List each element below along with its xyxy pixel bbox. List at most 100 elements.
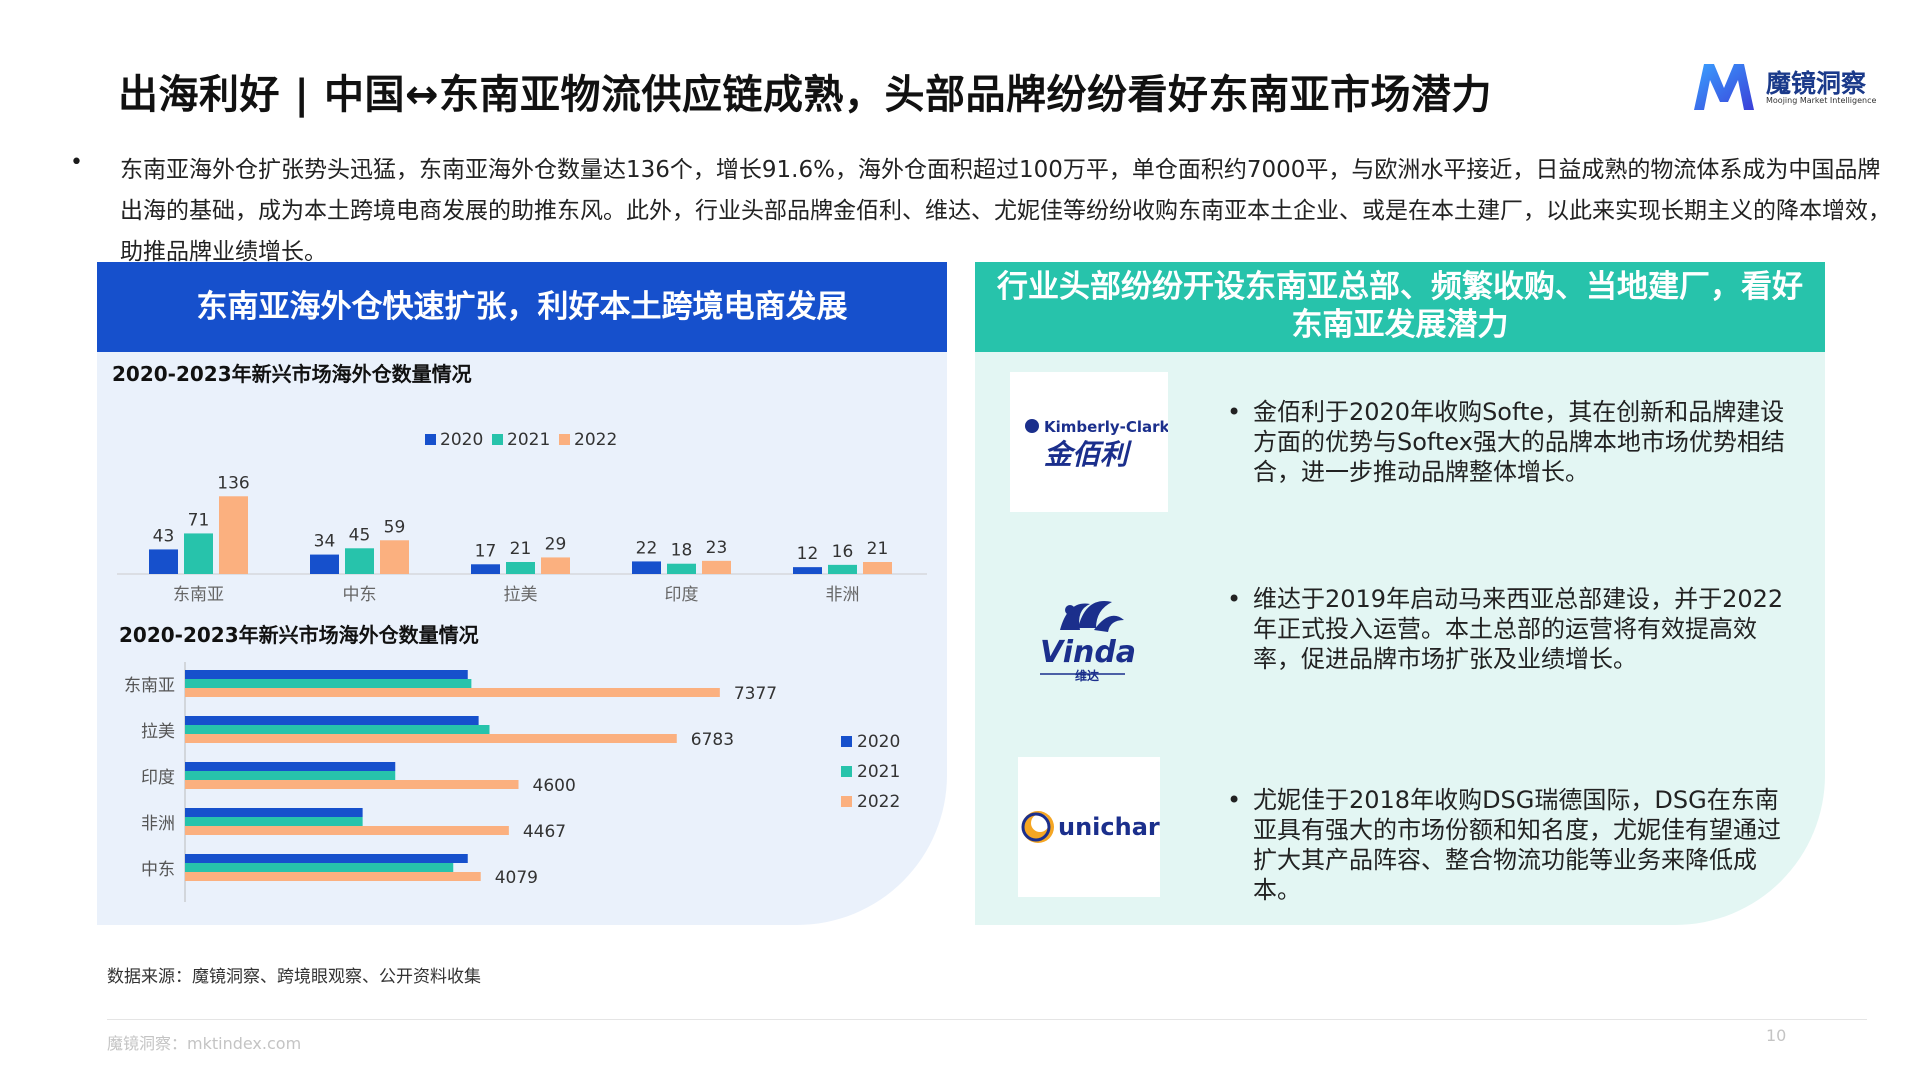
left-panel: 东南亚海外仓快速扩张，利好本土跨境电商发展 2020-2023年新兴市场海外仓数… (97, 262, 947, 925)
data-label-印度-2020: 22 (636, 538, 658, 558)
bullet: • (70, 150, 83, 175)
hbar-中东-2022 (185, 872, 481, 881)
data-label-拉美-2021: 21 (510, 539, 532, 559)
vertical-chart-title: 2020-2023年新兴市场海外仓数量情况 (112, 362, 472, 386)
brand-item-kimberly: • 金佰利于2020年收购Softe，其在创新和品牌建设方面的优势与Softex强… (1227, 398, 1785, 486)
data-label-拉美-2022: 29 (545, 534, 567, 554)
y-tick-label-中东: 中东 (141, 860, 175, 880)
data-label-印度-2022: 23 (706, 538, 728, 558)
brand-item-unicharm: • 尤妮佳于2018年收购DSG瑞德国际，DSG在东南亚具有强大的市场份额和知名度… (1227, 786, 1781, 904)
vinda-wave-icon (1060, 601, 1124, 632)
bar-拉美-2020 (471, 564, 500, 574)
data-label-非洲-2022: 21 (867, 539, 889, 559)
hbar-拉美-2020 (185, 716, 479, 725)
page-number: 10 (1766, 1026, 1787, 1045)
y-tick-label-非洲: 非洲 (141, 814, 175, 834)
bar-非洲-2022 (863, 562, 892, 574)
hdata-label-非洲: 4467 (523, 822, 566, 842)
y-tick-label-东南亚: 东南亚 (124, 676, 175, 696)
bar-东南亚-2022 (219, 496, 248, 574)
data-label-拉美-2020: 17 (475, 541, 497, 561)
hlegend-label-2021: 2021 (857, 762, 900, 782)
brand-item-text: 金佰利于2020年收购Softe，其在创新和品牌建设方面的优势与Softex强大… (1253, 398, 1785, 486)
legend-label-2021: 2021 (507, 430, 550, 450)
page-title: 出海利好 | 中国↔东南亚物流供应链成熟，头部品牌纷纷看好东南亚市场潜力 (118, 72, 1492, 118)
data-label-非洲-2021: 16 (832, 542, 854, 562)
legend-swatch-2021 (492, 434, 503, 445)
right-panel-header: 行业头部纷纷开设东南亚总部、频繁收购、当地建厂，看好东南亚发展潜力 (975, 262, 1825, 352)
data-label-东南亚-2020: 43 (153, 526, 175, 546)
y-tick-label-拉美: 拉美 (141, 722, 175, 742)
bar-印度-2021 (667, 563, 696, 574)
hbar-中东-2021 (185, 863, 454, 872)
x-tick-label-东南亚: 东南亚 (173, 585, 224, 605)
hbar-拉美-2022 (185, 734, 677, 743)
horizontal-bar-chart: 7377 东南亚 6783 拉美 4600 印度 4467 非洲 4079 中东 2020 2021 2… (124, 662, 900, 902)
x-tick-label-非洲: 非洲 (826, 585, 860, 605)
bar-中东-2021 (345, 548, 374, 574)
hdata-label-东南亚: 7377 (734, 684, 777, 704)
x-tick-label-拉美: 拉美 (504, 585, 538, 605)
data-label-中东-2021: 45 (349, 525, 371, 545)
vinda-cn: 维达 (1075, 668, 1099, 683)
hbar-印度-2021 (185, 771, 396, 780)
hbar-非洲-2021 (185, 817, 363, 826)
data-label-中东-2020: 34 (314, 532, 336, 552)
vinda-logo: Vinda 维达 (1020, 580, 1150, 690)
vinda-en: Vinda (1040, 635, 1136, 670)
bar-东南亚-2021 (184, 533, 213, 574)
vertical-bar-chart: 2020 2021 2022 43 71 136 东南亚 34 45 59 中东 17 21 29 拉美 22… (117, 430, 927, 605)
hbar-中东-2020 (185, 854, 468, 863)
left-panel-header: 东南亚海外仓快速扩张，利好本土跨境电商发展 (97, 262, 947, 352)
footer-divider (107, 1019, 1867, 1020)
kimberly-clark-logo: Kimberly-Clark 金佰利 (1010, 372, 1171, 512)
bar-拉美-2021 (506, 562, 535, 574)
brand-item-vinda: • 维达于2019年启动马来西亚总部建设，并于2022年正式投入运营。本土总部的运… (1227, 585, 1784, 673)
bar-印度-2022 (702, 560, 731, 574)
hbar-东南亚-2021 (185, 679, 472, 688)
hdata-label-拉美: 6783 (691, 730, 734, 750)
brand-name: 魔镜洞察 (1766, 69, 1867, 98)
hbar-印度-2022 (185, 780, 519, 789)
right-panel: 行业头部纷纷开设东南亚总部、频繁收购、当地建厂，看好东南亚发展潜力 Kimber… (975, 262, 1825, 925)
horizontal-chart-title: 2020-2023年新兴市场海外仓数量情况 (119, 623, 479, 647)
kimberly-clark-en: Kimberly-Clark (1044, 418, 1168, 436)
bar-东南亚-2020 (149, 549, 178, 574)
hbar-拉美-2021 (185, 725, 490, 734)
hlegend-label-2022: 2022 (857, 792, 900, 812)
bar-印度-2020 (632, 561, 661, 574)
footer-site: 魔镜洞察：mktindex.com (107, 1034, 302, 1053)
brand-logo: 魔镜洞察 Moojing Market Intelligence (1690, 58, 1890, 118)
x-tick-label-中东: 中东 (343, 585, 377, 605)
hdata-label-印度: 4600 (533, 776, 576, 796)
brand-m-icon (1694, 64, 1754, 110)
data-source: 数据来源：魔镜洞察、跨境眼观察、公开资料收集 (107, 967, 481, 987)
bar-拉美-2022 (541, 557, 570, 574)
hbar-东南亚-2022 (185, 688, 720, 697)
hdata-label-中东: 4079 (495, 868, 538, 888)
data-label-中东-2022: 59 (384, 517, 406, 537)
x-tick-label-印度: 印度 (665, 585, 699, 605)
legend-label-2022: 2022 (574, 430, 617, 450)
hlegend-swatch-2022 (841, 796, 852, 807)
legend-label-2020: 2020 (440, 430, 483, 450)
hlegend-swatch-2020 (841, 736, 852, 747)
brand-item-text: 尤妮佳于2018年收购DSG瑞德国际，DSG在东南亚具有强大的市场份额和知名度，… (1253, 786, 1781, 904)
brand-item-text: 维达于2019年启动马来西亚总部建设，并于2022年正式投入运营。本土总部的运营… (1253, 585, 1784, 673)
hlegend-swatch-2021 (841, 766, 852, 777)
hbar-印度-2020 (185, 762, 396, 771)
data-label-东南亚-2022: 136 (217, 473, 249, 493)
unicharm-en: unicharm (1058, 813, 1160, 841)
bar-非洲-2020 (793, 567, 822, 574)
data-label-非洲-2020: 12 (797, 544, 819, 564)
bar-中东-2020 (310, 554, 339, 574)
intro-text: 东南亚海外仓扩张势头迅猛，东南亚海外仓数量达136个，增长91.6%，海外仓面积… (120, 157, 1891, 265)
legend-swatch-2022 (559, 434, 570, 445)
data-label-东南亚-2021: 71 (188, 510, 210, 530)
brand-subtitle: Moojing Market Intelligence (1766, 96, 1877, 105)
unicharm-logo: unicharm (1018, 757, 1185, 897)
hbar-非洲-2020 (185, 808, 363, 817)
hbar-东南亚-2020 (185, 670, 468, 679)
hlegend-label-2020: 2020 (857, 732, 900, 752)
legend-swatch-2020 (425, 434, 436, 445)
